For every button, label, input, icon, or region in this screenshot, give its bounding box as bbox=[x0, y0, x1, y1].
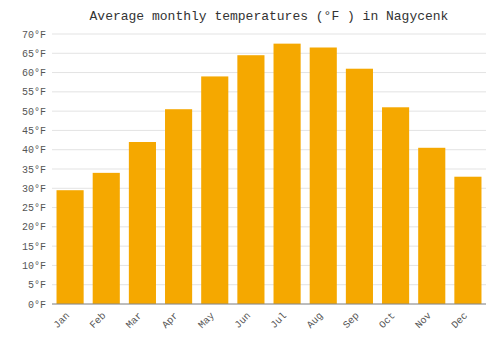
y-tick-label: 35°F bbox=[22, 165, 46, 176]
bar bbox=[201, 76, 228, 304]
y-tick-label: 30°F bbox=[22, 184, 46, 195]
y-tick-label: 40°F bbox=[22, 145, 46, 156]
chart: 0°F 5°F 10°F 15°F 20°F 25°F 30°F 35°F 40°F 45°F 50… bbox=[0, 0, 500, 350]
x-tick-label: Mar bbox=[124, 310, 145, 331]
grid-line bbox=[52, 72, 486, 73]
x-tick-label: Feb bbox=[88, 310, 109, 331]
y-tick-label: 20°F bbox=[22, 222, 46, 233]
y-tick-label: 5°F bbox=[28, 280, 46, 291]
x-tick-label: Jul bbox=[269, 310, 290, 331]
bar bbox=[165, 109, 192, 304]
bar bbox=[274, 44, 301, 304]
bar bbox=[129, 142, 156, 304]
bar bbox=[346, 69, 373, 304]
x-tick-label: Jun bbox=[233, 310, 254, 331]
bar bbox=[382, 107, 409, 304]
x-tick-label: Nov bbox=[413, 310, 434, 331]
grid-line bbox=[52, 111, 486, 112]
grid-line bbox=[52, 53, 486, 54]
x-tick-label: Aug bbox=[305, 310, 326, 331]
bars bbox=[57, 44, 482, 304]
bar bbox=[93, 173, 120, 304]
y-tick-label: 60°F bbox=[22, 68, 46, 79]
y-tick-label: 55°F bbox=[22, 87, 46, 98]
title: Average monthly temperatures (°F ) in Na… bbox=[90, 9, 449, 24]
grid bbox=[52, 34, 486, 304]
x-tick-label: Apr bbox=[160, 310, 181, 331]
grid-line bbox=[52, 304, 486, 305]
y-tick-label: 65°F bbox=[22, 49, 46, 60]
bar bbox=[418, 148, 445, 304]
y-tick-label: 0°F bbox=[28, 300, 46, 311]
y-tick-label: 50°F bbox=[22, 107, 46, 118]
y-tick-label: 45°F bbox=[22, 126, 46, 137]
grid-line bbox=[52, 91, 486, 92]
chart-container: 0°F 5°F 10°F 15°F 20°F 25°F 30°F 35°F 40°F 45°F 50… bbox=[0, 0, 500, 350]
bar bbox=[237, 55, 264, 304]
x-tick-label: May bbox=[196, 310, 217, 331]
y-tick-label: 25°F bbox=[22, 203, 46, 214]
grid-line bbox=[52, 34, 486, 35]
x-tick-label: Sep bbox=[341, 310, 362, 331]
x-tick-label: Jan bbox=[52, 310, 73, 331]
x-tick-label: Oct bbox=[377, 310, 398, 331]
y-tick-label: 10°F bbox=[22, 261, 46, 272]
x-tick-label: Dec bbox=[450, 310, 471, 331]
x-axis-line bbox=[52, 304, 486, 305]
bar bbox=[454, 177, 481, 304]
y-tick-label: 15°F bbox=[22, 242, 46, 253]
grid-line bbox=[52, 130, 486, 131]
y-tick-label: 70°F bbox=[22, 30, 46, 41]
bar bbox=[310, 48, 337, 305]
bar bbox=[57, 190, 84, 304]
